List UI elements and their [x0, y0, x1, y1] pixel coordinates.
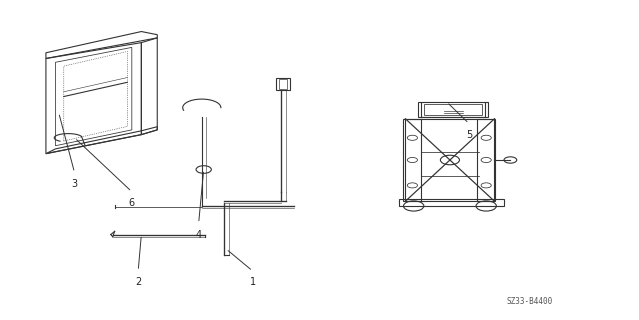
Bar: [403, 119, 421, 201]
Text: SZ33-B4400: SZ33-B4400: [506, 297, 553, 306]
Text: 4: 4: [196, 230, 202, 240]
Bar: [418, 102, 488, 117]
Bar: [477, 119, 495, 201]
Bar: [424, 105, 482, 115]
Bar: [276, 77, 290, 90]
Text: 3: 3: [72, 179, 77, 189]
Bar: [399, 199, 504, 206]
Text: 6: 6: [128, 198, 135, 208]
Bar: [279, 79, 287, 89]
Text: 1: 1: [250, 277, 256, 287]
Text: 5: 5: [466, 130, 472, 140]
Text: 2: 2: [135, 277, 141, 287]
